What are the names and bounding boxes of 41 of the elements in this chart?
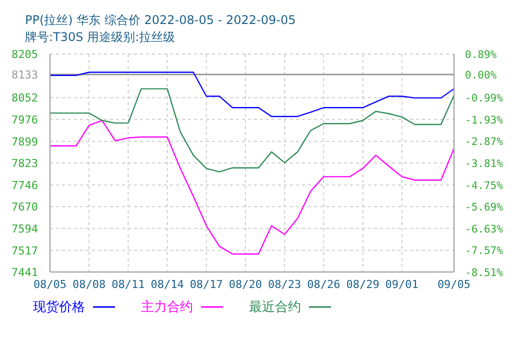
y-tick-label: 7746 [12, 178, 38, 192]
y2-tick-label: -0.99% [465, 92, 504, 105]
legend-label: 最近合约 [249, 299, 302, 316]
y-tick-label: 8052 [12, 92, 38, 105]
legend-label: 现货价格 [33, 299, 86, 316]
x-tick-label: 08/23 [268, 278, 302, 291]
legend-label: 主力合约 [141, 299, 194, 316]
y2-tick-label: -8.51% [465, 267, 504, 279]
x-tick-label: 08/05 [33, 278, 67, 291]
y2-tick-label: -1.93% [465, 114, 504, 126]
y2-tick-label: 0.89% [465, 49, 498, 61]
y2-tick-label: -3.81% [465, 158, 504, 170]
line-series [50, 120, 454, 255]
x-tick-label: 08/17 [190, 278, 223, 291]
x-tick-label: 08/08 [72, 278, 106, 291]
y2-tick-label: -5.69% [465, 202, 504, 214]
x-tick-label: 08/26 [307, 278, 340, 291]
y-tick-label: 7441 [12, 266, 38, 279]
y2-tick-label: -2.87% [465, 136, 504, 148]
y-tick-label: 8133 [12, 68, 38, 82]
y2-tick-label: -4.75% [465, 180, 504, 192]
x-tick-label: 09/05 [437, 278, 471, 291]
x-tick-label: 08/11 [112, 278, 145, 291]
x-tick-label: 09/01 [385, 278, 418, 291]
y2-tick-label: 0.00% [465, 70, 498, 82]
line-series [50, 88, 454, 172]
y-tick-label: 7517 [12, 244, 38, 258]
y2-tick-label: -7.57% [465, 245, 504, 258]
y-tick-label: 7670 [12, 200, 38, 214]
x-tick-label: 08/29 [346, 278, 380, 291]
y-tick-label: 7594 [12, 222, 38, 236]
y-tick-label: 7976 [12, 113, 38, 126]
chart-title: PP(拉丝) 华东 综合价 2022-08-05 - 2022-09-05 [25, 12, 297, 29]
y-tick-label: 7899 [12, 135, 38, 148]
y-tick-label: 8205 [12, 48, 38, 61]
y2-tick-label: -6.63% [465, 223, 504, 236]
y-tick-label: 7823 [12, 157, 38, 170]
line-series [50, 72, 454, 118]
x-tick-label: 08/14 [150, 278, 184, 291]
chart-subtitle: 牌号:T30S 用途级别:拉丝级 [25, 29, 176, 46]
x-tick-label: 08/20 [228, 278, 262, 291]
